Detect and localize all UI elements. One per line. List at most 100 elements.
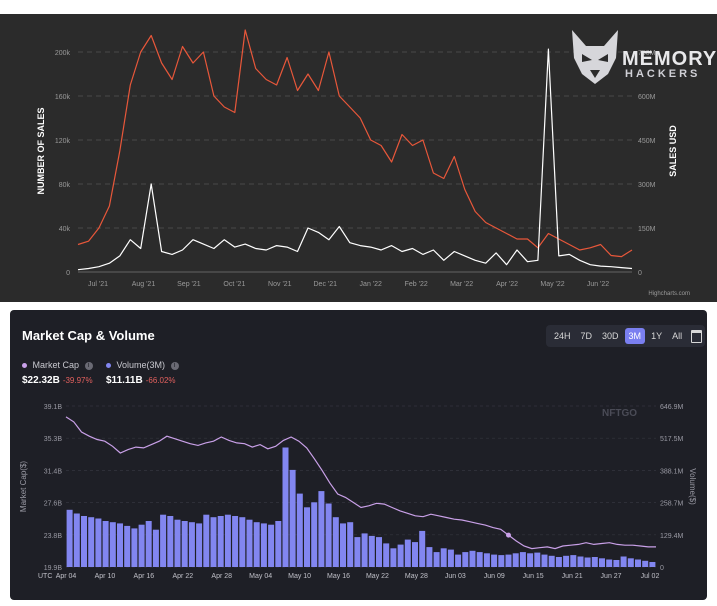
x-tick-label: Nov '21 bbox=[268, 281, 292, 288]
x-tick-label: Jun '22 bbox=[587, 281, 609, 288]
range-button-3m[interactable]: 3M bbox=[624, 328, 646, 344]
volume-bar bbox=[620, 556, 627, 567]
x-tick-label: May '22 bbox=[540, 281, 564, 288]
y2-tick-label: 0 bbox=[660, 565, 664, 572]
market-cap-volume-panel: Market Cap & Volume 24H 7D 30D 3M 1Y All Mark… bbox=[10, 310, 707, 600]
x-tick-label: May 16 bbox=[327, 573, 350, 580]
volume-bar bbox=[188, 522, 195, 567]
volume-bar bbox=[325, 503, 332, 567]
wolf-logo-icon bbox=[572, 30, 618, 84]
y2-tick-label: 300M bbox=[638, 182, 656, 189]
legend-volume[interactable]: Volume(3M) i $11.11B -66.02% bbox=[106, 360, 179, 386]
x-tick-label: Jan '22 bbox=[360, 281, 382, 288]
x-tick-label: Aug '21 bbox=[132, 281, 156, 288]
volume-bar bbox=[483, 553, 490, 567]
x-tick-label: Apr 10 bbox=[95, 573, 116, 580]
x-tick-label: Jun 27 bbox=[601, 573, 622, 580]
x-tick-label: May 10 bbox=[288, 573, 311, 580]
x-tick-label: Apr 22 bbox=[172, 573, 193, 580]
volume-bar bbox=[491, 554, 498, 567]
x-tick-label: May 04 bbox=[249, 573, 272, 580]
volume-bar bbox=[570, 555, 577, 567]
volume-bar bbox=[412, 542, 418, 567]
volume-bar bbox=[606, 559, 613, 567]
volume-bar bbox=[232, 516, 239, 567]
sales-chart: 0 40k 80k 120k 160k 200k 0 150M 300M 450M 600M 750M… bbox=[36, 29, 690, 297]
volume-bar bbox=[102, 521, 109, 567]
volume-bar bbox=[340, 523, 346, 567]
volume-bar bbox=[311, 502, 318, 567]
sales-count-line bbox=[77, 29, 633, 258]
x-axis-prefix: UTC bbox=[38, 573, 52, 580]
volume-dot bbox=[106, 363, 111, 369]
volume-bar bbox=[613, 560, 620, 567]
volume-bar bbox=[635, 559, 641, 567]
volume-bar bbox=[519, 552, 526, 567]
market-cap-volume-chart: 19.9B 23.8B 27.6B 31.4B 35.3B 39.1B 0 129.4M 258… bbox=[19, 404, 697, 580]
range-button-all[interactable]: All bbox=[672, 331, 683, 341]
range-button-7d[interactable]: 7D bbox=[580, 331, 593, 341]
info-icon[interactable]: i bbox=[170, 361, 179, 370]
y2-tick-label: 258.7M bbox=[660, 501, 684, 508]
volume-bar bbox=[95, 518, 102, 567]
volume-bar bbox=[419, 530, 426, 567]
volume-bar bbox=[505, 554, 512, 567]
volume-bar bbox=[368, 535, 375, 567]
chart-title: Market Cap & Volume bbox=[22, 328, 155, 343]
volume-bar bbox=[117, 523, 123, 567]
logo-text-hackers: HACKERS bbox=[625, 68, 701, 80]
x-tick-label: Jun 21 bbox=[562, 573, 583, 580]
volume-bar bbox=[577, 556, 584, 567]
volume-bar bbox=[332, 517, 339, 567]
volume-bar bbox=[534, 552, 541, 567]
nftgo-watermark: NFTGO bbox=[602, 408, 637, 419]
volume-bar bbox=[426, 547, 433, 567]
volume-bar bbox=[376, 537, 382, 567]
volume-bar bbox=[131, 528, 138, 567]
volume-bar bbox=[145, 521, 152, 567]
volume-bar bbox=[282, 447, 289, 567]
x-tick-label: Dec '21 bbox=[314, 281, 338, 288]
volume-bar bbox=[289, 469, 296, 567]
info-icon[interactable]: i bbox=[84, 361, 93, 370]
y2-tick-label: 0 bbox=[638, 270, 642, 277]
volume-bar bbox=[66, 509, 73, 567]
sales-usd-line bbox=[77, 48, 633, 271]
y-tick-label: 0 bbox=[66, 270, 70, 277]
volume-bar bbox=[167, 516, 174, 567]
volume-bar bbox=[88, 517, 95, 567]
sales-chart-panel: 0 40k 80k 120k 160k 200k 0 150M 300M 450M 600M 750M… bbox=[0, 14, 717, 302]
range-button-30d[interactable]: 30D bbox=[602, 331, 619, 341]
volume-bar bbox=[390, 548, 397, 567]
volume-bar bbox=[599, 558, 605, 567]
y-tick-label: 35.3B bbox=[44, 436, 63, 443]
x-tick-label: Jun 03 bbox=[445, 573, 466, 580]
volume-bar bbox=[469, 550, 476, 567]
volume-bar bbox=[584, 557, 591, 567]
volume-change: -66.02% bbox=[145, 376, 176, 385]
volume-value-row: $11.11B -66.02% bbox=[106, 375, 179, 386]
volume-bar bbox=[649, 562, 656, 567]
y-tick-label: 200k bbox=[55, 50, 71, 57]
volume-bar bbox=[433, 552, 440, 567]
memory-hackers-logo: MEMORY HACKERS bbox=[568, 28, 716, 86]
y-tick-label: 120k bbox=[55, 138, 71, 145]
volume-bar bbox=[109, 522, 116, 567]
volume-bar bbox=[224, 514, 231, 567]
x-tick-label: Oct '21 bbox=[223, 281, 245, 288]
y2-tick-label: 517.5M bbox=[660, 436, 684, 443]
y2-tick-label: 150M bbox=[638, 226, 656, 233]
market-cap-dot bbox=[22, 363, 27, 369]
y-tick-label: 39.1B bbox=[44, 404, 63, 411]
range-button-24h[interactable]: 24H bbox=[554, 331, 571, 341]
legend-market-cap[interactable]: Market Cap i $22.32B -39.97% bbox=[22, 360, 93, 386]
y2-tick-label: 600M bbox=[638, 94, 656, 101]
calendar-icon[interactable] bbox=[691, 329, 703, 343]
volume-bar bbox=[440, 548, 447, 567]
volume-bar bbox=[498, 555, 505, 567]
volume-bar bbox=[152, 529, 159, 567]
volume-bar bbox=[138, 524, 145, 567]
range-button-1y[interactable]: 1Y bbox=[651, 331, 663, 341]
y-tick-label: 31.4B bbox=[44, 468, 63, 475]
volume-bar bbox=[304, 507, 310, 567]
